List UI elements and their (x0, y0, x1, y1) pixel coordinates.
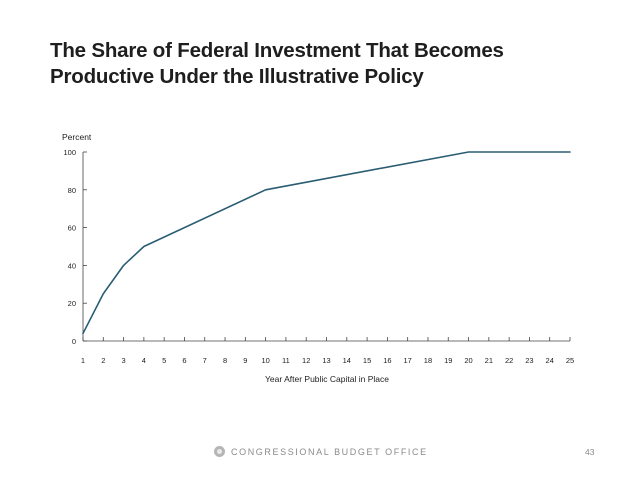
footer-agency: CONGRESSIONAL BUDGET OFFICE (214, 446, 428, 457)
series-line (82, 151, 571, 335)
x-tick-label: 16 (383, 356, 391, 365)
x-tick-label: 23 (525, 356, 533, 365)
y-tick-label: 100 (63, 148, 76, 157)
x-tick-label: 3 (121, 356, 125, 365)
slide-title-line-1: The Share of Federal Investment That Bec… (50, 39, 504, 62)
x-tick-label: 15 (363, 356, 371, 365)
x-tick-label: 17 (403, 356, 411, 365)
y-axis-title: Percent (62, 132, 92, 142)
x-tick-label: 6 (182, 356, 186, 365)
x-tick-label: 25 (566, 356, 574, 365)
x-tick-label: 20 (464, 356, 472, 365)
x-tick-label: 9 (243, 356, 247, 365)
y-tick-label: 80 (68, 186, 76, 195)
x-tick-label: 22 (505, 356, 513, 365)
page-number: 43 (585, 447, 595, 457)
y-tick-label: 0 (72, 337, 76, 346)
x-tick-label: 18 (424, 356, 432, 365)
y-tick-label: 20 (68, 299, 76, 308)
slide-title-line-2: Productive Under the Illustrative Policy (50, 65, 424, 88)
x-tick-label: 19 (444, 356, 452, 365)
y-tick-label: 40 (68, 261, 76, 270)
x-tick-label: 2 (101, 356, 105, 365)
series-layer (82, 151, 571, 335)
x-tick-label: 14 (343, 356, 351, 365)
slide-title: The Share of Federal Investment That Bec… (50, 38, 610, 90)
agency-name: CONGRESSIONAL BUDGET OFFICE (231, 446, 428, 457)
x-tick-label: 11 (282, 356, 290, 365)
cbo-seal-icon (214, 446, 225, 457)
x-tick-label: 5 (162, 356, 166, 365)
x-axis-title: Year After Public Capital in Place (265, 374, 389, 384)
x-tick-label: 10 (261, 356, 269, 365)
x-tick-label: 7 (203, 356, 207, 365)
x-axis: 1 2 3 4 5 6 7 8 9 10 11 12 13 14 15 16 17 18 19 20 21 22 23 24 2… (81, 337, 574, 365)
x-tick-label: 24 (546, 356, 554, 365)
y-tick-label: 60 (68, 224, 76, 233)
x-tick-label: 1 (81, 356, 85, 365)
y-axis: 0 20 40 60 80 100 (63, 148, 87, 346)
x-tick-label: 12 (302, 356, 310, 365)
x-tick-label: 13 (322, 356, 330, 365)
x-tick-label: 4 (142, 356, 146, 365)
x-tick-label: 21 (485, 356, 493, 365)
x-tick-label: 8 (223, 356, 227, 365)
